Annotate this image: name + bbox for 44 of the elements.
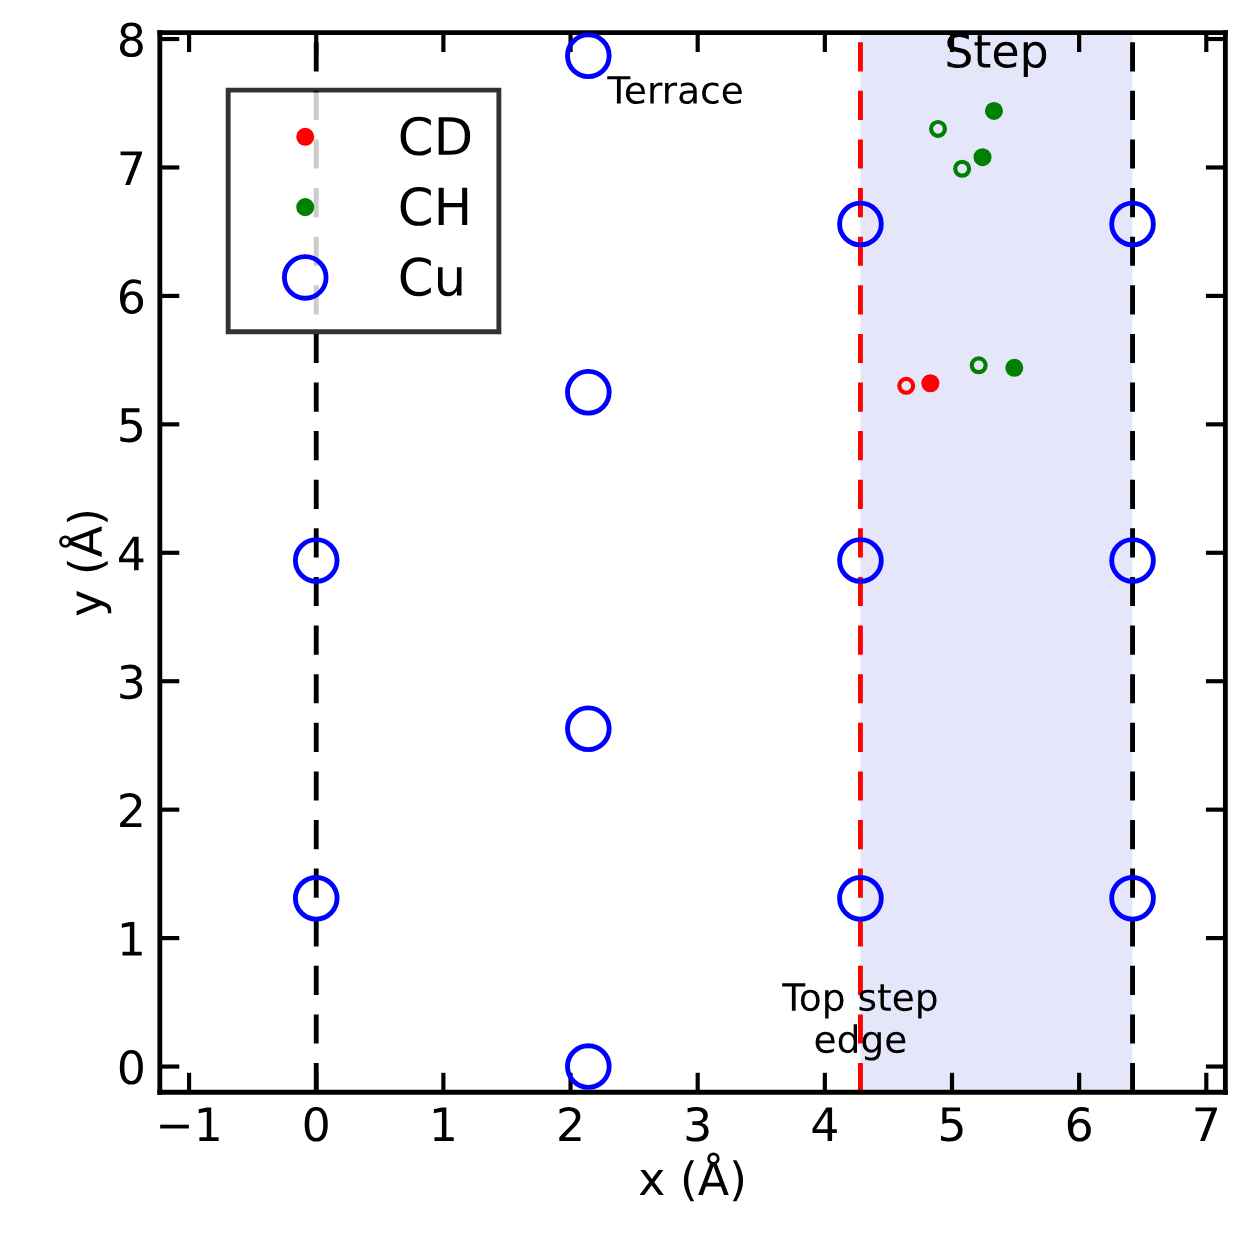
point xyxy=(565,705,612,753)
point xyxy=(928,119,948,138)
y-tick-label: 8 xyxy=(119,22,143,58)
point xyxy=(292,875,340,922)
point xyxy=(973,148,992,167)
x-tick-label: −1 xyxy=(160,1107,219,1141)
y-tick-label: 5 xyxy=(120,408,142,443)
point xyxy=(565,368,612,416)
y-tick-label: 4 xyxy=(119,536,144,571)
point xyxy=(837,200,884,248)
y-tick-label: 0 xyxy=(119,1049,143,1085)
y-tick-label: 2 xyxy=(120,793,142,828)
y-tick-label: 1 xyxy=(121,922,142,956)
point xyxy=(1005,358,1024,377)
x-tick-label: 7 xyxy=(1195,1107,1217,1141)
legend-label: CH xyxy=(400,186,468,226)
point xyxy=(292,537,340,584)
point xyxy=(953,159,972,178)
x-tick-label: 6 xyxy=(1067,1106,1091,1142)
x-tick-label: 1 xyxy=(433,1107,454,1141)
point xyxy=(1109,200,1156,248)
ref-line-label: Top step edge xyxy=(782,983,937,1061)
legend-label: CD xyxy=(400,116,471,156)
x-tick-label: 3 xyxy=(686,1106,709,1142)
y-axis-title: y (Å) xyxy=(59,511,112,616)
point xyxy=(1109,537,1156,584)
point xyxy=(837,875,884,922)
y-tick-label: 6 xyxy=(119,279,144,314)
point xyxy=(897,376,916,395)
x-tick-label: 5 xyxy=(940,1107,963,1142)
annotation: Terrace xyxy=(607,76,742,105)
point xyxy=(969,356,988,375)
x-tick-label: 0 xyxy=(304,1106,328,1142)
point xyxy=(984,101,1003,120)
x-tick-label: 2 xyxy=(559,1106,581,1141)
x-tick-label: 4 xyxy=(812,1107,837,1141)
y-tick-label: 7 xyxy=(120,151,143,185)
x-axis-title: x (Å) xyxy=(639,1152,744,1202)
y-tick-label: 3 xyxy=(120,664,143,700)
point xyxy=(565,1043,612,1090)
point xyxy=(837,537,884,584)
point xyxy=(921,374,940,393)
point xyxy=(1109,875,1156,922)
legend-label: Cu xyxy=(400,257,462,297)
